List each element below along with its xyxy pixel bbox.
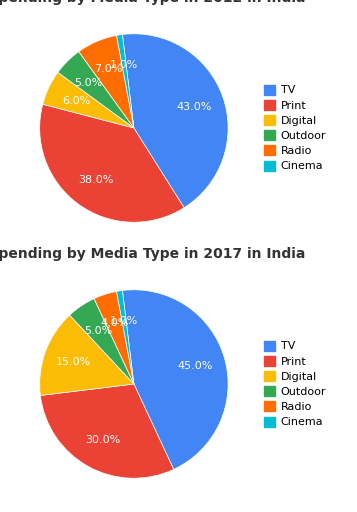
Text: 5.0%: 5.0% [84,326,112,336]
Wedge shape [79,35,134,128]
Text: 38.0%: 38.0% [78,175,114,185]
Title: Ad Spending by Media Type in 2017 in India: Ad Spending by Media Type in 2017 in Ind… [0,247,305,261]
Wedge shape [122,34,228,208]
Text: 1.0%: 1.0% [110,316,138,326]
Title: Ad Spending by Media Type in 2012 in India: Ad Spending by Media Type in 2012 in Ind… [0,0,305,5]
Text: 15.0%: 15.0% [56,357,91,367]
Wedge shape [116,34,134,128]
Text: 45.0%: 45.0% [178,361,213,371]
Text: 7.0%: 7.0% [95,64,123,74]
Text: 4.0%: 4.0% [100,318,129,328]
Legend: TV, Print, Digital, Outdoor, Radio, Cinema: TV, Print, Digital, Outdoor, Radio, Cine… [262,338,328,430]
Wedge shape [70,298,134,384]
Wedge shape [122,290,228,470]
Wedge shape [116,290,134,384]
Wedge shape [58,52,134,128]
Text: 1.0%: 1.0% [110,60,138,70]
Wedge shape [40,315,134,395]
Text: 43.0%: 43.0% [177,101,212,112]
Wedge shape [40,384,174,478]
Text: 5.0%: 5.0% [75,77,103,88]
Wedge shape [94,291,134,384]
Text: 6.0%: 6.0% [62,96,90,105]
Text: 30.0%: 30.0% [85,435,120,445]
Legend: TV, Print, Digital, Outdoor, Radio, Cinema: TV, Print, Digital, Outdoor, Radio, Cine… [262,82,328,174]
Wedge shape [43,72,134,128]
Wedge shape [40,104,184,222]
